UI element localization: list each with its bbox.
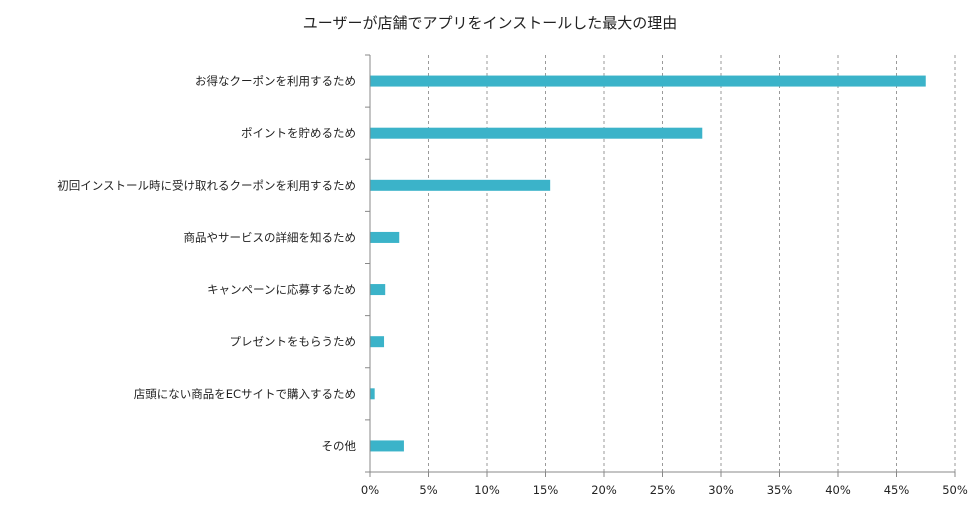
chart-title: ユーザーが店舗でアプリをインストールした最大の理由 xyxy=(303,14,677,32)
category-label: プレゼントをもらうため xyxy=(230,335,357,349)
tick-labels: 0% 5% 10% 15% 20% 25% 30% 35% 40% 45% 50% xyxy=(361,483,968,497)
bar xyxy=(370,179,551,191)
x-tick-label: 20% xyxy=(591,483,617,497)
bars xyxy=(370,75,926,452)
category-label: 店頭にない商品をECサイトで購入するため xyxy=(134,387,356,401)
bar xyxy=(370,440,404,452)
x-tick-label: 0% xyxy=(361,483,379,497)
category-label: 商品やサービスの詳細を知るため xyxy=(184,230,357,244)
bar xyxy=(370,127,703,139)
category-label: 初回インストール時に受け取れるクーポンを利用するため xyxy=(57,178,356,192)
category-label: その他 xyxy=(322,439,357,453)
bar xyxy=(370,75,926,87)
category-label: ポイントを貯めるため xyxy=(241,126,356,140)
axes xyxy=(365,54,956,477)
category-label: キャンペーンに応募するため xyxy=(207,283,356,297)
gridlines xyxy=(428,55,956,472)
bar xyxy=(370,336,385,348)
bar xyxy=(370,231,400,243)
x-tick-label: 5% xyxy=(419,483,437,497)
x-tick-label: 45% xyxy=(884,483,910,497)
x-tick-label: 30% xyxy=(708,483,734,497)
bar xyxy=(370,284,386,296)
category-label: お得なクーポンを利用するため xyxy=(195,74,356,88)
x-tick-label: 25% xyxy=(650,483,676,497)
x-tick-label: 10% xyxy=(474,483,500,497)
x-tick-label: 35% xyxy=(767,483,793,497)
x-tick-label: 40% xyxy=(825,483,851,497)
bar xyxy=(370,388,375,400)
category-labels: お得なクーポンを利用するためポイントを貯めるため初回インストール時に受け取れるク… xyxy=(57,74,356,453)
x-tick-label: 50% xyxy=(942,483,968,497)
x-tick-label: 15% xyxy=(533,483,559,497)
